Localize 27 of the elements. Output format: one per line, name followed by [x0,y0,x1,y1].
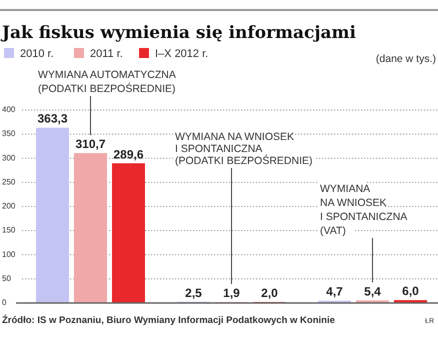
y-tick-label: 250 [2,177,16,186]
data-label: 5,4 [364,284,382,298]
legend-label: 2011 r. [90,48,123,60]
x-tick-label: WYMIANA NA WNIOSEK I SPONTANICZNA (PODATKI BEZPOŚREDNIE) [175,131,312,167]
y-tick-label: 100 [2,250,16,259]
legend-label: 2010 r. [20,48,54,60]
y-tick-label: 300 [2,153,16,162]
data-label: 6,0 [402,284,420,298]
legend-label: I–X 2012 r. [155,48,208,60]
chart-subtitle: (dane w tys.) [376,53,436,65]
data-label: 289,6 [113,147,144,162]
y-tick-label: 200 [2,202,16,211]
text: Źródło: IS w Poznaniu, Biuro Wymiany Informacji Podatkowych w Koninie [2,314,335,326]
y-tick-label: 0 [2,298,7,308]
y-tick-label: 350 [2,129,16,138]
data-label: 1,9 [223,286,240,300]
y-tick-label: 50 [2,274,12,283]
x-tick-label: WYMIANA NA WNIOSEK I SPONTANICZNA (VAT) [320,183,408,237]
data-label: 2,5 [185,286,202,300]
y-tick-label: 400 [2,105,16,114]
data-label: 4,7 [326,284,344,299]
data-label: 310,7 [75,137,106,152]
x-tick-label: WYMIANA AUTOMATYCZNA (PODATKI BEZPOŚREDNIE) [38,69,176,95]
data-label: 363,3 [37,112,68,126]
chart-title: Jak fiskus wymienia się informacjami [0,23,357,43]
data-label: 2,0 [261,286,278,300]
y-tick-label: 150 [2,226,16,235]
